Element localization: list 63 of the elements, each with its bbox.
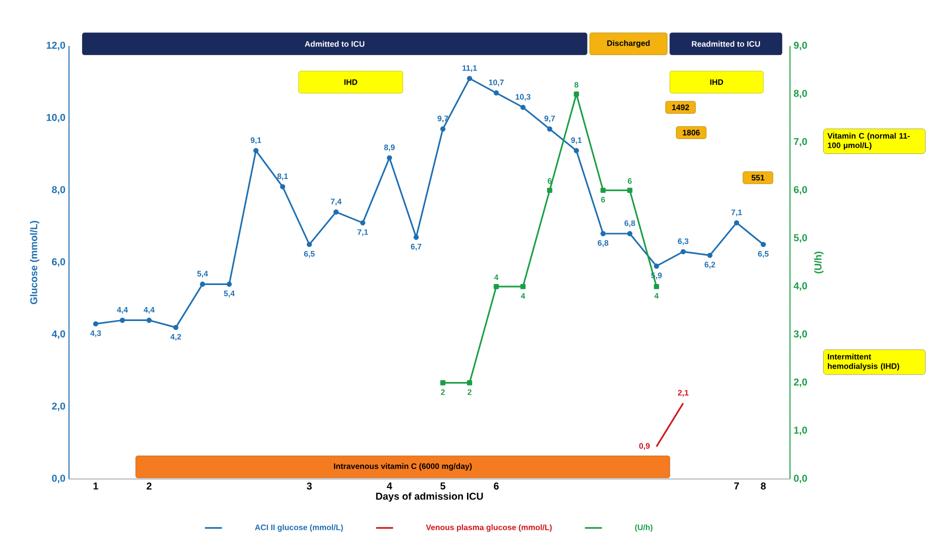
point [627,231,632,236]
y-tick-label: 8,0 [52,186,66,195]
y2-axis-title: (U/h) [814,252,824,274]
point [494,90,499,96]
point [386,155,392,160]
y-axis-title: Glucose (mmol/L) [30,220,40,304]
x-tick-label: 7 [734,482,739,490]
point [574,148,579,154]
point [760,242,766,248]
point [680,249,686,254]
point [440,126,446,132]
x-tick-label: 8 [760,482,766,490]
x-tick-label: 6 [494,482,499,490]
x-tick-label: 1 [94,482,98,490]
point [200,282,206,287]
y2-tick-label: 1,0 [794,426,807,436]
point [627,188,632,193]
y-tick-label: 0,0 [52,474,66,484]
point [494,284,499,290]
y2-tick-label: 2,0 [794,378,807,388]
point [120,318,126,323]
point [306,242,312,248]
x-tick-label: 3 [306,482,312,490]
y-tick-label: 6,0 [52,258,66,267]
point [93,321,98,326]
x-axis-title: Days of admission ICU [376,492,483,502]
point [253,148,259,154]
point [360,220,366,226]
y2-tick-label: 5,0 [794,234,807,243]
point [520,104,526,110]
y2-tick-label: 8,0 [794,90,807,98]
y2-tick-label: 4,0 [794,282,807,291]
point [466,380,472,386]
point [333,209,339,215]
x-tick-label: 2 [146,482,152,490]
y-tick-label: 12,0 [46,42,66,50]
y2-tick-label: 7,0 [794,138,807,146]
point [440,380,446,386]
point [414,234,419,240]
point [280,184,286,190]
point [520,284,526,290]
point [574,92,579,97]
point [146,318,152,323]
point [734,220,740,226]
y-tick-label: 4,0 [52,330,66,339]
point [226,282,232,287]
y2-tick-label: 3,0 [794,330,807,339]
point [173,324,178,330]
y2-tick-label: 9,0 [794,42,807,50]
point [547,126,552,132]
point [466,76,472,82]
point [547,188,552,193]
y-tick-label: 2,0 [52,402,66,412]
y2-tick-label: 6,0 [794,186,807,195]
point [654,264,660,269]
x-tick-label: 5 [440,482,446,490]
point [707,252,712,258]
point [600,188,606,193]
x-tick-label: 4 [386,482,392,490]
y-tick-label: 10,0 [46,114,66,122]
point [654,284,660,290]
y2-tick-label: 0,0 [794,474,807,484]
point [600,231,606,236]
